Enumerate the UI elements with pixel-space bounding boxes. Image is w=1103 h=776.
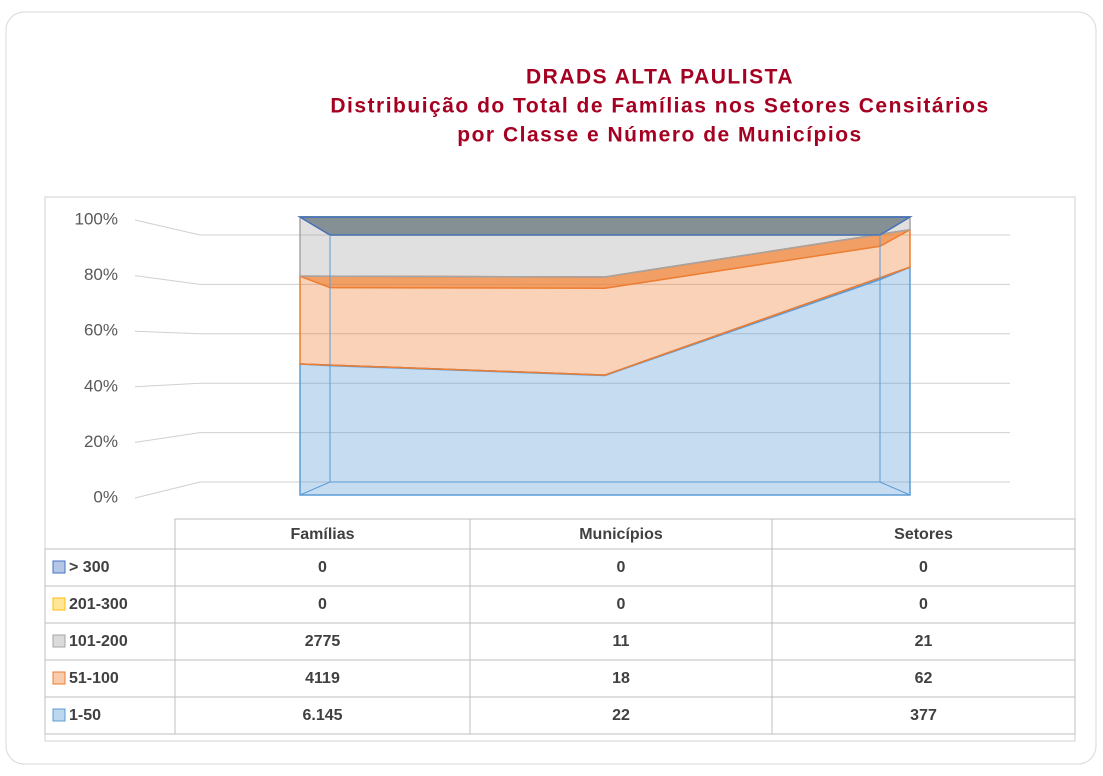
- area-top: [297, 216, 913, 236]
- table-cell: 18: [612, 670, 630, 687]
- column-header: Setores: [894, 526, 953, 543]
- chart-title: por Classe e Número de Municípios: [457, 124, 862, 147]
- table-row: [44, 696, 1076, 735]
- column-header: Municípios: [579, 526, 663, 543]
- table-cell: 22: [612, 707, 630, 724]
- frame: [299, 481, 911, 496]
- y-tick-label: 20%: [84, 432, 118, 451]
- y-tick-label: 60%: [84, 321, 118, 340]
- legend-key: [52, 634, 66, 648]
- legend-label: 201-300: [69, 596, 128, 613]
- table-cell: 11: [613, 633, 630, 650]
- legend-label: > 300: [69, 559, 110, 576]
- legend-key: [52, 597, 66, 611]
- chart-title: DRADS ALTA PAULISTA: [526, 66, 794, 89]
- table-cell: 0: [318, 596, 327, 613]
- table-cell: 21: [915, 633, 933, 650]
- column-header: Famílias: [290, 526, 354, 543]
- chart-title: Distribuição do Total de Famílias nos Se…: [330, 95, 989, 118]
- y-tick-label: 80%: [84, 265, 118, 284]
- y-tick-label: 40%: [84, 376, 118, 395]
- legend-label: 101-200: [69, 633, 128, 650]
- grid-line: [134, 275, 1010, 285]
- table-cell: 0: [919, 596, 928, 613]
- legend-label: 1-50: [69, 707, 101, 724]
- legend-key: [52, 671, 66, 685]
- table-cell: 0: [617, 596, 626, 613]
- chart-area: [44, 196, 1076, 742]
- table-cell: 0: [318, 559, 327, 576]
- grid-line: [134, 330, 1010, 335]
- legend-label: 51-100: [69, 670, 119, 687]
- table-cell: 6.145: [302, 707, 342, 724]
- table-cell: 377: [910, 707, 937, 724]
- y-tick-label: 100%: [75, 209, 118, 228]
- legend-key: [52, 708, 66, 722]
- legend-key: [52, 560, 66, 574]
- y-tick-label: 0%: [93, 487, 118, 506]
- table-cell: 0: [919, 559, 928, 576]
- table-cell: 2775: [305, 633, 341, 650]
- grid-line: [134, 382, 1010, 388]
- grid-line: [134, 432, 1010, 443]
- table-cell: 4119: [305, 670, 340, 687]
- card: [5, 11, 1097, 765]
- table-cell: 0: [617, 559, 626, 576]
- table-cell: 62: [915, 670, 933, 687]
